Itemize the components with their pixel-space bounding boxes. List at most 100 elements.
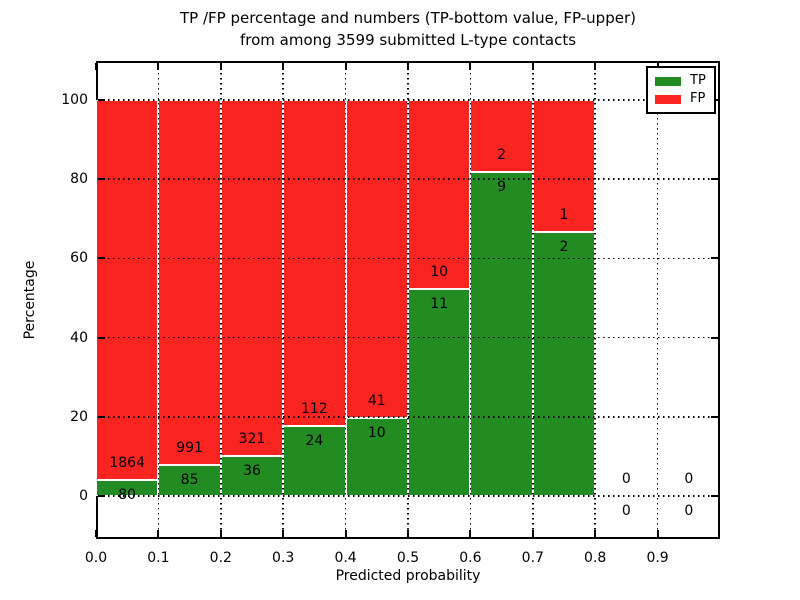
fp-legend-swatch (655, 94, 681, 104)
y-tick-left (98, 178, 105, 181)
horizontal-gridline (98, 257, 718, 260)
y-tick-label: 60 (70, 250, 88, 267)
x-tick-label: 0.7 (521, 550, 544, 566)
x-tick-top (219, 63, 222, 70)
horizontal-gridline (98, 416, 718, 418)
y-tick-left (98, 415, 105, 418)
x-tick-label: 0.0 (84, 550, 108, 566)
x-tick-bottom (469, 530, 472, 537)
fp-count-label: 112 (301, 401, 328, 418)
tp-count-label: 80 (118, 486, 137, 503)
x-tick-bottom (282, 530, 285, 537)
tp-count-label: 0 (684, 503, 694, 519)
x-tick-label: 0.5 (396, 550, 420, 566)
x-tick-top (531, 63, 534, 70)
tp-count-label: 0 (621, 503, 631, 519)
tp-count-label: 9 (497, 179, 507, 195)
vertical-gridline (594, 63, 596, 537)
fp-count-label: 1 (559, 207, 569, 223)
x-tick-bottom (344, 530, 347, 537)
fp-count-label: 41 (367, 393, 386, 410)
tp-count-label: 85 (180, 471, 199, 488)
x-axis-label: Predicted probability (335, 568, 481, 584)
tp-legend-swatch (655, 76, 681, 86)
y-tick-right (711, 178, 718, 181)
horizontal-gridline (98, 178, 718, 180)
fp-count-label: 0 (684, 471, 694, 487)
tp-count-label: 2 (559, 239, 569, 255)
fp-count-label: 321 (238, 431, 266, 448)
x-tick-label: 0.8 (584, 550, 607, 566)
y-tick-left (98, 99, 105, 101)
vertical-gridline (344, 63, 347, 537)
horizontal-gridline (98, 495, 718, 497)
fp-bar-segment (532, 100, 596, 232)
x-tick-label: 0.1 (147, 550, 170, 566)
y-tick-right (711, 257, 718, 260)
y-tick-left (98, 336, 105, 339)
y-tick-right (711, 495, 718, 497)
vertical-gridline (220, 63, 222, 537)
tp-count-label: 11 (430, 295, 449, 312)
x-tick-top (594, 63, 597, 70)
x-tick-bottom (594, 530, 597, 537)
x-tick-top (95, 63, 97, 70)
y-tick-left (98, 257, 105, 260)
tp-bar-segment (532, 232, 596, 496)
y-tick-right (711, 415, 718, 418)
x-tick-top (282, 63, 285, 70)
tp-bar-segment (470, 172, 533, 496)
y-tick-label: 0 (79, 488, 88, 504)
chart-title-line1: TP /FP percentage and numbers (TP-bottom… (180, 9, 636, 27)
legend: TP FP (646, 66, 716, 114)
x-tick-label: 0.3 (272, 550, 295, 566)
tp-count-label: 24 (305, 433, 324, 450)
y-axis-label: Percentage (22, 260, 38, 340)
vertical-gridline (469, 63, 472, 537)
x-tick-bottom (407, 530, 409, 537)
chart-title: TP /FP percentage and numbers (TP-bottom… (96, 7, 720, 51)
tp-count-label: 36 (243, 463, 261, 480)
vertical-gridline (656, 63, 659, 537)
fp-bar-segment (158, 100, 221, 465)
vertical-gridline (407, 63, 409, 537)
x-tick-bottom (157, 530, 160, 537)
fp-count-label: 0 (621, 471, 631, 487)
x-tick-top (407, 63, 409, 70)
fp-bar-segment (283, 100, 346, 427)
x-tick-label: 0.9 (646, 550, 669, 566)
x-tick-bottom (531, 530, 534, 537)
fp-count-label: 1864 (109, 454, 145, 471)
x-tick-label: 0.4 (334, 550, 357, 566)
horizontal-gridline (98, 99, 718, 101)
x-tick-bottom (95, 530, 97, 537)
tp-bar-segment (408, 288, 471, 496)
y-tick-label: 20 (70, 408, 88, 425)
tp-count-label: 10 (367, 425, 386, 442)
fp-bar-segment (96, 100, 159, 480)
x-tick-top (344, 63, 347, 70)
fp-bar-segment (345, 100, 408, 419)
fp-count-label: 10 (430, 263, 449, 280)
y-tick-label: 80 (70, 171, 88, 188)
legend-item-tp: TP (655, 74, 707, 88)
tp-bar-segment (345, 418, 408, 496)
x-tick-bottom (656, 530, 659, 537)
vertical-gridline (532, 63, 534, 537)
y-tick-right (711, 336, 718, 339)
chart-title-line2: from among 3599 submitted L-type contact… (239, 31, 577, 49)
tp-bar-segment (283, 426, 346, 496)
y-tick-label: 100 (61, 92, 88, 108)
vertical-gridline (282, 63, 284, 537)
vertical-gridline (157, 63, 160, 537)
fp-legend-label: FP (690, 91, 706, 106)
y-tick-label: 40 (70, 329, 88, 346)
x-tick-label: 0.6 (459, 550, 482, 566)
x-tick-top (157, 63, 160, 70)
x-tick-bottom (219, 530, 222, 537)
tp-legend-label: TP (690, 73, 706, 88)
fp-count-label: 991 (176, 439, 203, 456)
x-tick-top (469, 63, 472, 70)
horizontal-gridline (98, 336, 718, 339)
